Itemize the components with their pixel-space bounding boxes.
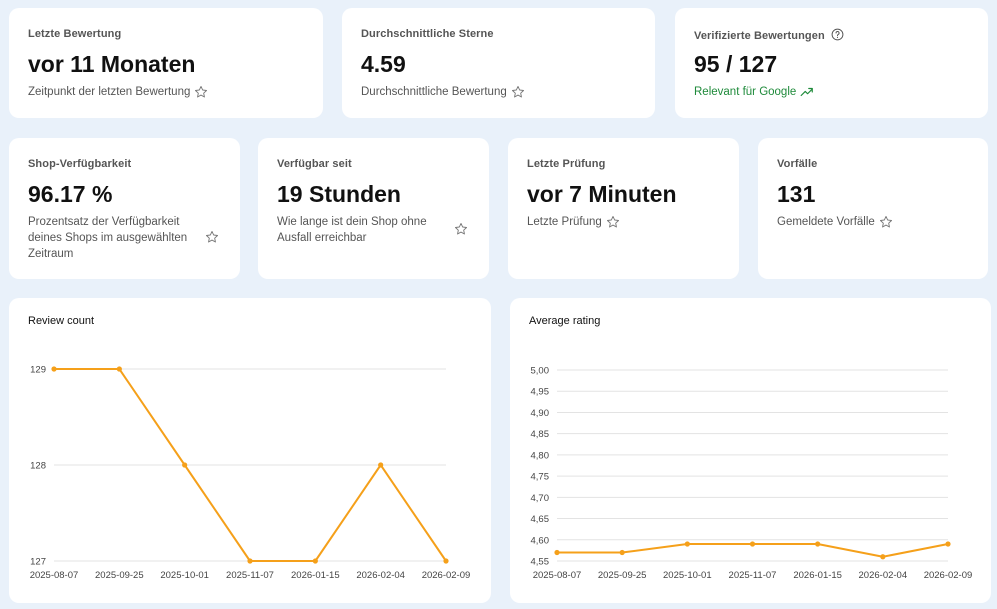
stat-value: 4.59 — [361, 51, 406, 77]
x-tick-label: 2026-01-15 — [793, 570, 842, 581]
average-rating-chart: 4,55 4,60 4,65 4,70 4,75 4,80 4,85 4,90 4,95 5,00… — [531, 366, 973, 582]
data-point[interactable] — [182, 462, 188, 468]
x-tick-label: 2025-08-07 — [533, 570, 582, 581]
star-outline-icon[interactable] — [879, 215, 893, 229]
data-point[interactable] — [378, 462, 384, 468]
star-outline-icon[interactable] — [606, 215, 620, 229]
stat-card-last-review: Letzte Bewertung vor 11 Monaten Zeitpunk… — [9, 8, 323, 118]
stat-description-text: Relevant für Google — [694, 86, 797, 98]
star-outline-icon[interactable] — [454, 222, 468, 236]
stat-value: 131 — [777, 181, 816, 207]
x-tick-label: 2026-02-09 — [422, 570, 471, 581]
stat-value: 95 / 127 — [694, 51, 778, 77]
stat-description-text: Durchschnittliche Bewertung — [361, 86, 507, 98]
data-point[interactable] — [312, 558, 318, 564]
y-tick-label: 5,00 — [531, 366, 550, 377]
y-tick-label: 4,95 — [531, 387, 550, 398]
y-tick-label: 129 — [30, 365, 46, 376]
y-tick-label: 4,60 — [531, 535, 550, 546]
data-point[interactable] — [619, 549, 625, 556]
stat-description: Letzte Prüfung — [527, 214, 620, 230]
data-point[interactable] — [247, 558, 253, 564]
x-tick-label: 2025-09-25 — [95, 570, 144, 581]
star-outline-icon[interactable] — [511, 85, 525, 99]
stat-description-text: Gemeldete Vorfälle — [777, 216, 875, 228]
stat-description-text: Zeitpunkt der letzten Bewertung — [28, 86, 191, 98]
stat-description: Wie lange ist dein Shop ohne Ausfall err… — [277, 216, 427, 244]
stat-card-shop-availability: Shop-Verfügbarkeit 96.17 % Prozentsatz d… — [9, 138, 240, 279]
data-point[interactable] — [51, 366, 57, 372]
chart-title: Average rating — [529, 315, 601, 327]
stat-label: Verfügbar seit — [277, 158, 352, 170]
stat-value: 19 Stunden — [277, 181, 401, 207]
chart-title: Review count — [28, 315, 95, 327]
stat-value: vor 11 Monaten — [28, 51, 196, 77]
stat-label: Letzte Prüfung — [527, 158, 606, 170]
x-tick-label: 2025-08-07 — [30, 570, 79, 581]
x-tick-label: 2025-11-07 — [226, 570, 274, 581]
data-point[interactable] — [749, 541, 756, 547]
stat-description-text: Letzte Prüfung — [527, 216, 602, 228]
stat-label: Letzte Bewertung — [28, 28, 122, 40]
x-tick-label: 2026-02-09 — [924, 570, 973, 581]
y-tick-label: 4,65 — [531, 514, 550, 525]
trending-up-icon — [800, 87, 814, 97]
stat-card-last-check: Letzte Prüfung vor 7 Minuten Letzte Prüf… — [508, 138, 739, 279]
star-outline-icon[interactable] — [205, 230, 219, 244]
stat-description: Zeitpunkt der letzten Bewertung — [28, 84, 208, 100]
stat-value: vor 7 Minuten — [527, 181, 677, 207]
y-tick-label: 4,70 — [531, 493, 550, 504]
y-tick-label: 127 — [30, 557, 46, 568]
x-tick-label: 2025-09-25 — [598, 570, 647, 581]
data-point[interactable] — [945, 541, 951, 547]
stat-description: Relevant für Google — [694, 84, 814, 100]
help-circle-icon[interactable] — [831, 28, 844, 41]
star-outline-icon[interactable] — [194, 85, 208, 99]
stat-value: 96.17 % — [28, 181, 113, 207]
stat-label: Verifizierte Bewertungen — [694, 28, 844, 42]
stat-label: Durchschnittliche Sterne — [361, 28, 494, 40]
stat-label: Shop-Verfügbarkeit — [28, 158, 132, 170]
stat-card-available-since: Verfügbar seit 19 Stunden Wie lange ist … — [258, 138, 489, 279]
x-tick-label: 2025-10-01 — [663, 570, 712, 581]
data-point[interactable] — [554, 549, 560, 556]
stat-label: Vorfälle — [777, 158, 818, 170]
y-tick-label: 4,55 — [531, 557, 550, 568]
x-tick-label: 2026-02-04 — [356, 570, 405, 581]
y-tick-label: 128 — [30, 461, 46, 472]
stat-label-text: Verifizierte Bewertungen — [694, 30, 825, 42]
stat-card-incidents: Vorfälle 131 Gemeldete Vorfälle — [758, 138, 988, 279]
stat-description: Prozentsatz der Verfügbarkeit deines Sho… — [28, 216, 188, 260]
y-tick-label: 4,85 — [531, 429, 550, 440]
data-point[interactable] — [815, 541, 821, 547]
y-tick-label: 4,75 — [531, 472, 550, 483]
x-tick-label: 2026-02-04 — [859, 570, 908, 581]
data-point[interactable] — [443, 558, 449, 564]
data-point[interactable] — [684, 541, 690, 547]
data-point[interactable] — [116, 366, 122, 372]
x-tick-label: 2026-01-15 — [291, 570, 340, 581]
stat-card-verified-reviews: Verifizierte Bewertungen 95 / 127 Releva… — [675, 8, 988, 118]
y-tick-label: 4,90 — [531, 408, 550, 419]
stat-description: Gemeldete Vorfälle — [777, 214, 893, 230]
review-count-chart: 127 128 129 2025-08-07 2025-09-25 2025-10-01 2… — [30, 365, 471, 582]
x-tick-label: 2025-10-01 — [160, 570, 209, 581]
x-tick-label: 2025-11-07 — [729, 570, 777, 581]
data-point[interactable] — [880, 554, 886, 560]
y-tick-label: 4,80 — [531, 450, 550, 461]
stat-description: Durchschnittliche Bewertung — [361, 84, 525, 100]
chart-card-average-rating: Average rating 4,55 4,60 4,65 4,70 4,75 4,80 4… — [510, 298, 991, 603]
chart-card-review-count: Review count 127 128 129 2025-08-07 2025-09-… — [9, 298, 491, 603]
stat-card-avg-stars: Durchschnittliche Sterne 4.59 Durchschni… — [342, 8, 655, 118]
